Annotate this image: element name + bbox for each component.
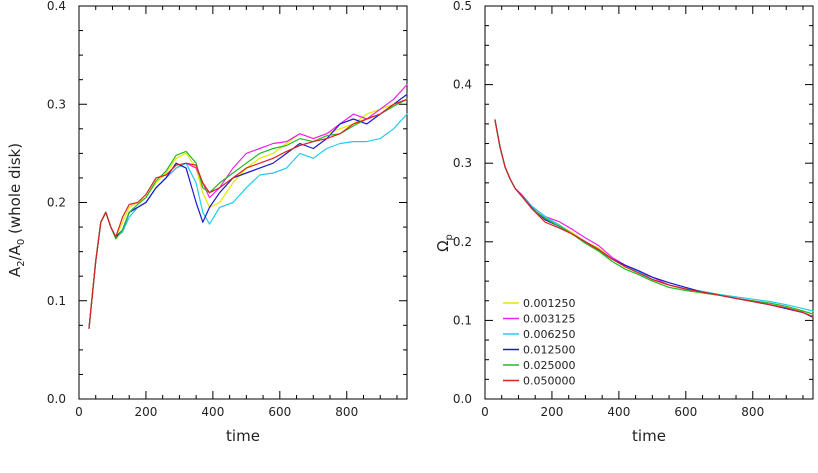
y-tick-label: 0.4 xyxy=(453,78,472,92)
legend: 0.001250 0.003125 0.006250 0.012500 0.025000… xyxy=(503,297,576,388)
series-line-0.012500 xyxy=(494,119,814,318)
x-tick-label: 800 xyxy=(741,405,764,419)
x-tick-label: 200 xyxy=(134,405,157,419)
y-tick-label: 0.4 xyxy=(47,0,66,13)
legend-label: 0.006250 xyxy=(523,328,576,341)
series-line-0.050000 xyxy=(494,119,814,318)
x-tick-label: 800 xyxy=(335,405,358,419)
legend-label: 0.012500 xyxy=(523,344,576,357)
y-tick-label: 0.2 xyxy=(47,196,66,210)
series-line-0.050000 xyxy=(88,98,408,329)
y-axis-label: A2/A0 (whole disk) xyxy=(6,143,27,277)
series-line-0.025000 xyxy=(494,119,814,315)
x-axis-label: time xyxy=(632,427,666,445)
panel-1: 0 200 400 600 800 0.0 0.1 0.2 0.3 0.4 time A2/A0 (w… xyxy=(6,0,408,445)
y-tick-label: 0.5 xyxy=(453,0,472,13)
series-line-0.012500 xyxy=(88,93,408,329)
y-tick-label: 0.1 xyxy=(47,294,66,308)
legend-label: 0.003125 xyxy=(523,313,576,326)
series-line-0.025000 xyxy=(88,98,408,329)
x-tick-label: 600 xyxy=(674,405,697,419)
y-tick-label: 0.3 xyxy=(47,97,66,111)
legend-label: 0.050000 xyxy=(523,375,576,388)
x-tick-label: 0 xyxy=(481,405,489,419)
x-tick-label: 400 xyxy=(607,405,630,419)
x-tick-label: 0 xyxy=(75,405,83,419)
x-tick-label: 600 xyxy=(268,405,291,419)
series-line-0.006250 xyxy=(88,113,408,329)
x-tick-label: 400 xyxy=(201,405,224,419)
y-tick-label: 0.3 xyxy=(453,156,472,170)
y-tick-label: 0.0 xyxy=(47,392,66,406)
y-tick-label: 0.1 xyxy=(453,313,472,327)
y-axis-label: Ωp xyxy=(434,234,455,252)
panel-2: 0 200 400 600 800 0.0 0.1 0.2 0.3 0.4 0.5 time Ωp 0.0… xyxy=(434,0,814,445)
legend-label: 0.025000 xyxy=(523,359,576,372)
series-line-0.001250 xyxy=(88,93,408,329)
y-tick-label: 0.2 xyxy=(453,235,472,249)
x-tick-label: 200 xyxy=(540,405,563,419)
y-tick-label: 0.0 xyxy=(453,392,472,406)
x-axis-label: time xyxy=(226,427,260,445)
legend-label: 0.001250 xyxy=(523,297,576,310)
plot-frame xyxy=(78,5,408,400)
